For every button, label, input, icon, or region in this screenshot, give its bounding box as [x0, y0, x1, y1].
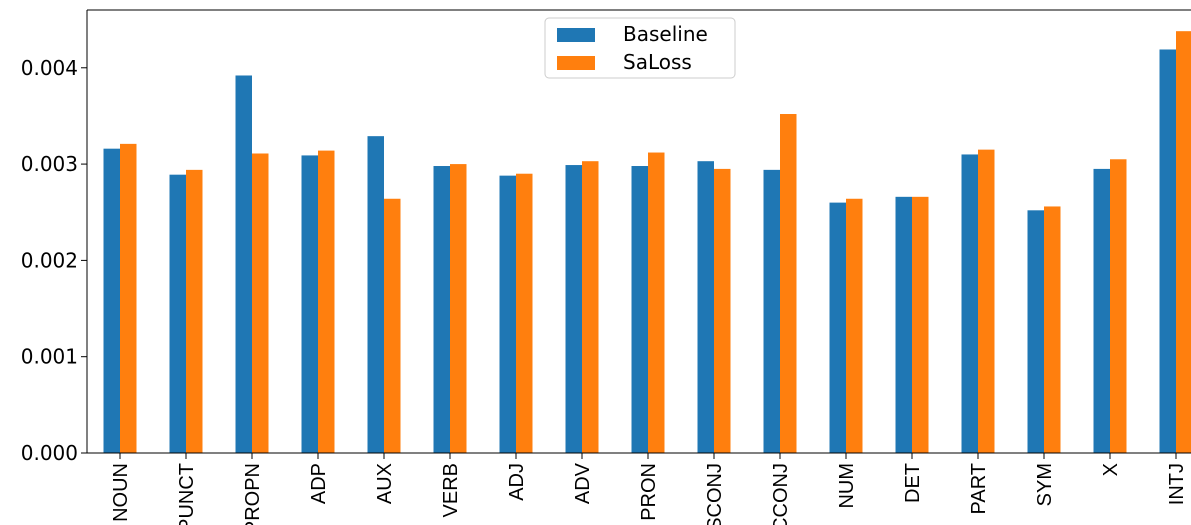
- bar: [631, 166, 648, 453]
- bar: [780, 114, 797, 453]
- x-tick-label: NOUN: [110, 463, 132, 522]
- y-tick-label: 0.002: [21, 248, 78, 272]
- bar: [961, 154, 978, 453]
- x-tick-label: X: [1100, 463, 1122, 476]
- bar: [846, 198, 863, 453]
- bar: [978, 149, 995, 454]
- x-tick-label: VERB: [440, 463, 462, 517]
- bar: [582, 161, 599, 454]
- x-tick-label: PROPN: [242, 463, 264, 525]
- bar: [912, 196, 929, 453]
- bar: [516, 173, 533, 453]
- x-tick-label: PART: [968, 463, 990, 515]
- bar: [714, 168, 731, 454]
- x-tick-label: CCONJ: [770, 463, 792, 525]
- x-tick-label: ADP: [308, 463, 330, 504]
- bar: [1027, 210, 1044, 453]
- x-tick-label: ADJ: [506, 463, 528, 501]
- bar: [697, 161, 714, 454]
- bar: [186, 169, 203, 453]
- x-tick-label: INTJ: [1166, 463, 1188, 505]
- y-tick-label: 0.000: [21, 441, 78, 465]
- bar: [895, 196, 912, 453]
- bar: [1159, 49, 1176, 454]
- bar: [169, 174, 186, 454]
- bar: [499, 175, 516, 453]
- bar: [1093, 168, 1110, 454]
- x-tick-label: DET: [902, 463, 924, 503]
- x-tick-label: SYM: [1034, 463, 1056, 506]
- legend-label: SaLoss: [623, 50, 692, 74]
- y-tick-label: 0.001: [21, 345, 78, 369]
- bar: [367, 136, 384, 453]
- bar: [384, 198, 401, 453]
- bar: [648, 152, 665, 453]
- x-tick-label: AUX: [374, 463, 396, 504]
- bar: [763, 169, 780, 453]
- bar: [301, 155, 318, 454]
- bar: [1044, 206, 1061, 453]
- bar: [1176, 31, 1191, 454]
- x-tick-label: NUM: [836, 463, 858, 509]
- legend-swatch: [557, 28, 595, 42]
- bar: [235, 75, 252, 454]
- legend-label: Baseline: [623, 22, 708, 46]
- bar: [829, 202, 846, 453]
- bar: [565, 165, 582, 454]
- bar: [433, 166, 450, 453]
- bar: [318, 150, 335, 453]
- y-tick-label: 0.004: [21, 56, 78, 80]
- bar: [252, 153, 269, 454]
- bar: [450, 164, 467, 453]
- bar: [120, 143, 137, 453]
- legend-swatch: [557, 56, 595, 70]
- y-tick-label: 0.003: [21, 152, 78, 176]
- x-tick-label: ADV: [572, 462, 594, 504]
- bar: [1110, 159, 1127, 454]
- bar: [103, 148, 120, 453]
- x-tick-label: PUNCT: [176, 463, 198, 525]
- x-tick-label: PRON: [638, 463, 660, 521]
- x-tick-label: SCONJ: [704, 463, 726, 525]
